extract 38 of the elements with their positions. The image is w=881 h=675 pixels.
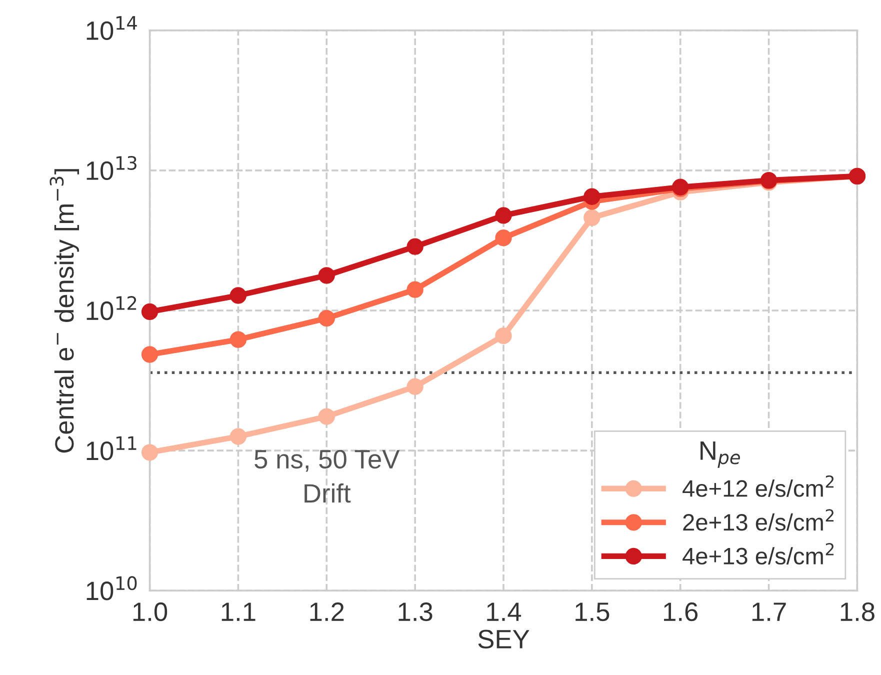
x-tick-label: 1.7 (752, 602, 786, 621)
y-axis-title: Central e$^{−}$ density [m$^{−3}$] (50, 169, 79, 453)
y-tick-label: 10$^{11}$ (86, 436, 136, 460)
y-tick-label: 10$^{12}$ (86, 296, 136, 320)
point (495, 207, 512, 224)
x-tick-label: 1.6 (664, 602, 698, 622)
point (318, 310, 335, 327)
point (406, 281, 424, 298)
y-tick-label: 10$^{10}$ (86, 576, 137, 600)
point (318, 267, 335, 284)
point (230, 428, 247, 445)
point (406, 238, 424, 255)
legend-title: N$_{pe}$ (700, 442, 740, 468)
point (141, 444, 158, 461)
point (584, 209, 600, 226)
x-tick-label: 1.3 (398, 602, 432, 622)
point (495, 327, 512, 344)
point (584, 188, 600, 205)
y-tick-label: 10$^{13}$ (86, 156, 136, 180)
point (141, 303, 158, 320)
x-tick-label: 1.5 (576, 602, 610, 622)
x-tick-label: 1.8 (840, 602, 874, 622)
x-tick-label: 1.0 (133, 602, 168, 622)
point (230, 331, 247, 348)
x-tick-label: 1.4 (487, 602, 522, 621)
legend-label: 4e+12 e/s/cm$^{2}$ (682, 475, 834, 497)
legend-label: 2e+13 e/s/cm$^{2}$ (683, 509, 834, 531)
annotation: 5 ns, 50 TeV Drift (254, 450, 400, 503)
y-tick-label: 10$^{14}$ (86, 16, 137, 40)
point (406, 378, 424, 395)
x-axis-title: SEY (478, 630, 530, 648)
legend-label: 4e+13 e/s/cm$^{2}$ (682, 542, 834, 565)
point (141, 346, 158, 363)
x-tick-label: 1.1 (222, 602, 256, 621)
point (230, 287, 247, 304)
x-tick-label: 1.2 (310, 602, 344, 621)
point (495, 230, 512, 246)
point (318, 408, 335, 425)
